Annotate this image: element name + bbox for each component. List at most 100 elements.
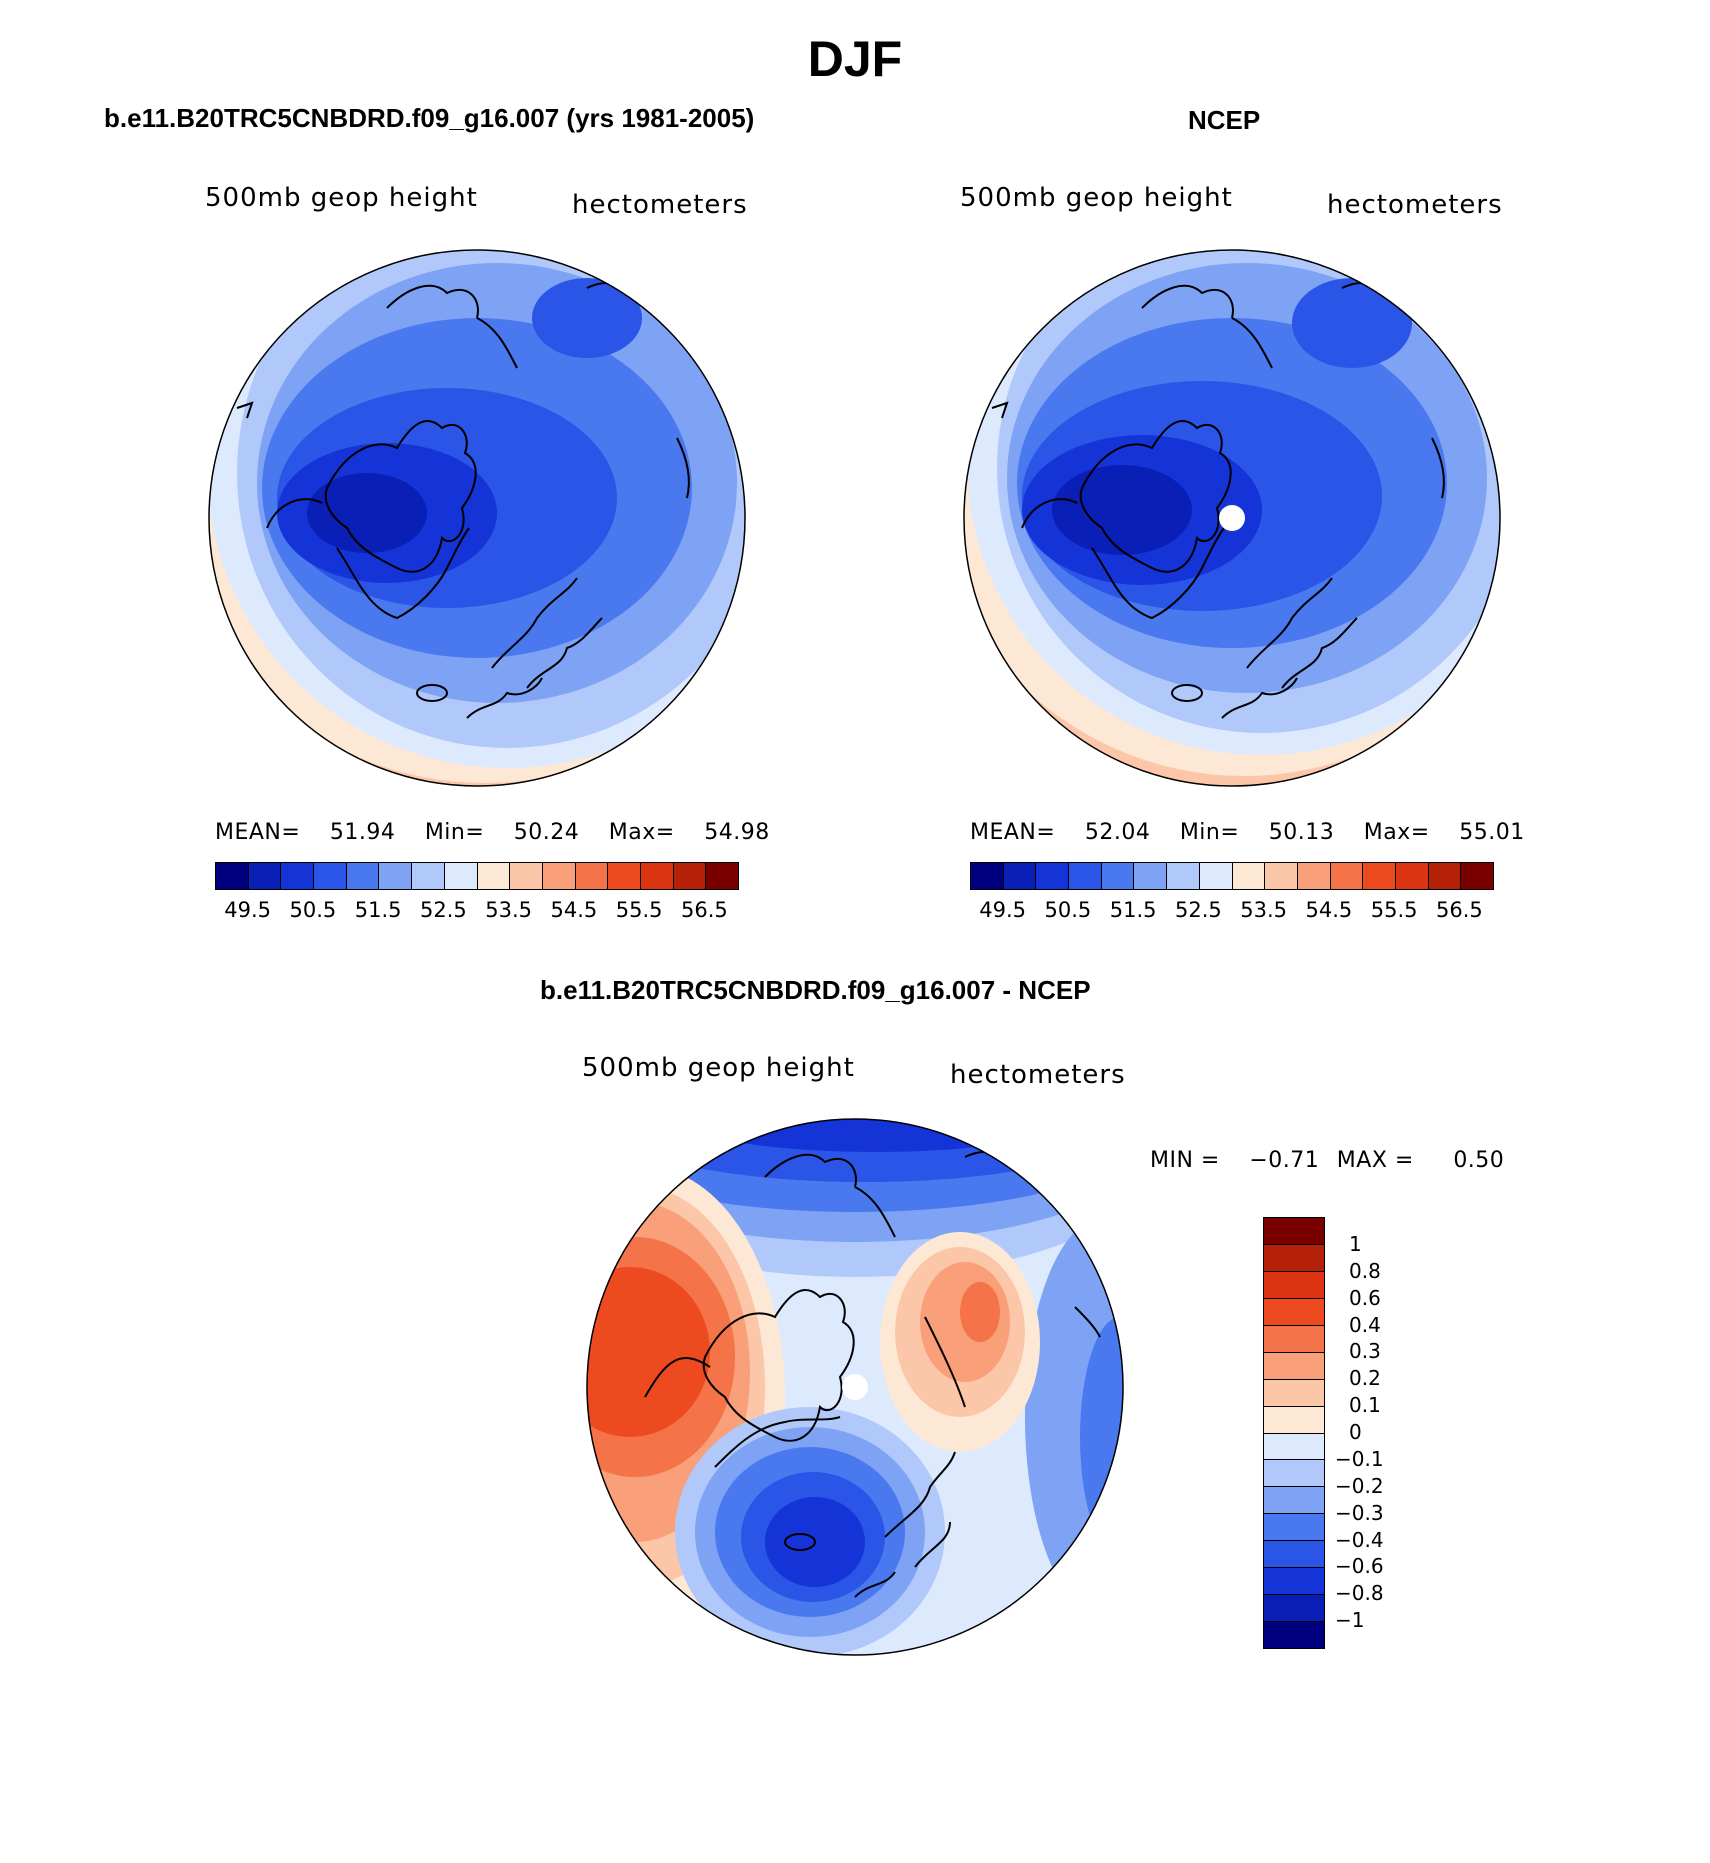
colorbar-tick-label: −1	[1335, 1608, 1365, 1633]
model-max-value: 54.98	[704, 820, 770, 845]
colorbar-swatch	[542, 863, 576, 889]
model-variable-label: 500mb geop height	[205, 183, 478, 213]
diff-subtitle: b.e11.B20TRC5CNBDRD.f09_g16.007 - NCEP	[540, 975, 1091, 1005]
diff-colorbar	[1263, 1217, 1325, 1649]
colorbar-swatch	[640, 863, 674, 889]
colorbar-tick-label: 1	[1349, 1231, 1362, 1256]
colorbar-tick-label: 56.5	[680, 898, 728, 922]
colorbar-tick-label: 53.5	[1240, 898, 1288, 922]
colorbar-tick-label: 50.5	[1044, 898, 1092, 922]
colorbar-tick-label: −0.1	[1335, 1446, 1384, 1471]
diff-max-value: 0.50	[1453, 1148, 1505, 1173]
model-stats: MEAN= 51.94 Min= 50.24 Max= 54.98	[215, 820, 770, 845]
colorbar-swatch	[1003, 863, 1037, 889]
model-min-value: 50.24	[513, 820, 580, 845]
colorbar-tick-label: 50.5	[289, 898, 337, 922]
colorbar-swatch	[1134, 863, 1168, 889]
obs-max-label: Max=	[1363, 820, 1430, 845]
colorbar-tick-label: 55.5	[1370, 898, 1418, 922]
colorbar-tick-label: 0.4	[1349, 1312, 1381, 1337]
model-polar-map	[208, 249, 746, 787]
obs-units-label: hectometers	[1327, 190, 1503, 220]
colorbar-swatch	[1167, 863, 1200, 889]
colorbar-tick-label: 0.3	[1349, 1339, 1381, 1364]
colorbar-swatch	[1395, 863, 1429, 889]
colorbar-swatch	[1264, 1298, 1324, 1326]
colorbar-swatch	[1264, 1487, 1324, 1515]
colorbar-tick-label: 54.5	[1305, 898, 1353, 922]
colorbar-tick-label: 49.5	[224, 898, 272, 922]
obs-polar-map	[963, 249, 1501, 787]
colorbar-tick-label: 0	[1349, 1420, 1362, 1444]
obs-colorbar	[970, 862, 1494, 890]
colorbar-swatch	[379, 863, 413, 889]
colorbar-tick-label: −0.4	[1335, 1527, 1384, 1552]
colorbar-swatch	[1069, 863, 1102, 889]
colorbar-swatch	[1264, 1325, 1324, 1353]
colorbar-tick-label: 52.5	[419, 898, 467, 922]
colorbar-tick-label: 53.5	[485, 898, 533, 922]
colorbar-tick-label: 52.5	[1174, 898, 1222, 922]
colorbar-swatch	[216, 863, 249, 889]
colorbar-swatch	[1264, 1352, 1324, 1380]
model-min-label: Min=	[424, 820, 485, 845]
diff-colorbar-ticks: 1 0.8 0.6 0.4 0.3 0.2 0.1 0 −0.1 −0.2 −0.3 −0.4 −0.6…	[1335, 1217, 1415, 1647]
colorbar-tick-label: 56.5	[1435, 898, 1483, 922]
colorbar-tick-label: 49.5	[979, 898, 1027, 922]
figure-title: DJF	[807, 31, 903, 87]
diff-polar-map	[586, 1118, 1124, 1656]
colorbar-tick-label: 51.5	[1109, 898, 1157, 922]
diff-variable-label: 500mb geop height	[582, 1053, 855, 1083]
colorbar-swatch	[1199, 863, 1233, 889]
colorbar-swatch	[1264, 1406, 1324, 1434]
colorbar-swatch	[1297, 863, 1331, 889]
colorbar-swatch	[1232, 863, 1266, 889]
obs-variable-label: 500mb geop height	[960, 183, 1233, 213]
obs-min-label: Min=	[1179, 820, 1240, 845]
colorbar-swatch	[1264, 1568, 1324, 1596]
obs-max-value: 55.01	[1459, 820, 1525, 845]
colorbar-swatch	[1264, 1622, 1324, 1648]
colorbar-swatch	[314, 863, 347, 889]
model-colorbar-ticks: 49.5 50.5 51.5 52.5 53.5 54.5 55.5 56.5	[215, 898, 737, 924]
colorbar-swatch	[608, 863, 641, 889]
colorbar-swatch	[1264, 1244, 1324, 1272]
colorbar-swatch	[1264, 1433, 1324, 1461]
obs-colorbar-ticks: 49.5 50.5 51.5 52.5 53.5 54.5 55.5 56.5	[970, 898, 1492, 924]
colorbar-swatch	[510, 863, 543, 889]
model-mean-label: MEAN=	[215, 820, 301, 845]
model-units-label: hectometers	[572, 190, 748, 220]
colorbar-swatch	[1461, 863, 1493, 889]
colorbar-swatch	[281, 863, 315, 889]
colorbar-swatch	[477, 863, 511, 889]
colorbar-tick-label: 51.5	[354, 898, 402, 922]
colorbar-tick-label: 0.6	[1349, 1285, 1381, 1310]
diff-min-label: MIN =	[1150, 1148, 1220, 1173]
colorbar-swatch	[1264, 1541, 1324, 1569]
colorbar-swatch	[1036, 863, 1070, 889]
model-max-label: Max=	[608, 820, 675, 845]
obs-min-value: 50.13	[1268, 820, 1335, 845]
colorbar-tick-label: −0.3	[1335, 1500, 1384, 1525]
colorbar-swatch	[1363, 863, 1396, 889]
colorbar-tick-label: 0.8	[1349, 1258, 1381, 1283]
colorbar-swatch	[1330, 863, 1364, 889]
obs-subtitle: NCEP	[1188, 105, 1261, 135]
colorbar-swatch	[1264, 1514, 1324, 1542]
colorbar-tick-label: 54.5	[550, 898, 598, 922]
colorbar-swatch	[248, 863, 282, 889]
colorbar-swatch	[706, 863, 738, 889]
colorbar-swatch	[346, 863, 380, 889]
diff-stats: MIN = −0.71 MAX = 0.50	[1150, 1148, 1504, 1173]
colorbar-tick-label: 0.2	[1349, 1366, 1381, 1391]
colorbar-swatch	[1264, 1218, 1324, 1245]
colorbar-swatch	[575, 863, 609, 889]
model-mean-value: 51.94	[329, 820, 396, 845]
colorbar-swatch	[444, 863, 478, 889]
colorbar-swatch	[1264, 1595, 1324, 1623]
diff-min-value: −0.71	[1249, 1148, 1320, 1173]
colorbar-tick-label: −0.6	[1335, 1554, 1384, 1579]
colorbar-swatch	[412, 863, 445, 889]
colorbar-tick-label: −0.2	[1335, 1473, 1384, 1498]
colorbar-swatch	[1264, 1379, 1324, 1407]
